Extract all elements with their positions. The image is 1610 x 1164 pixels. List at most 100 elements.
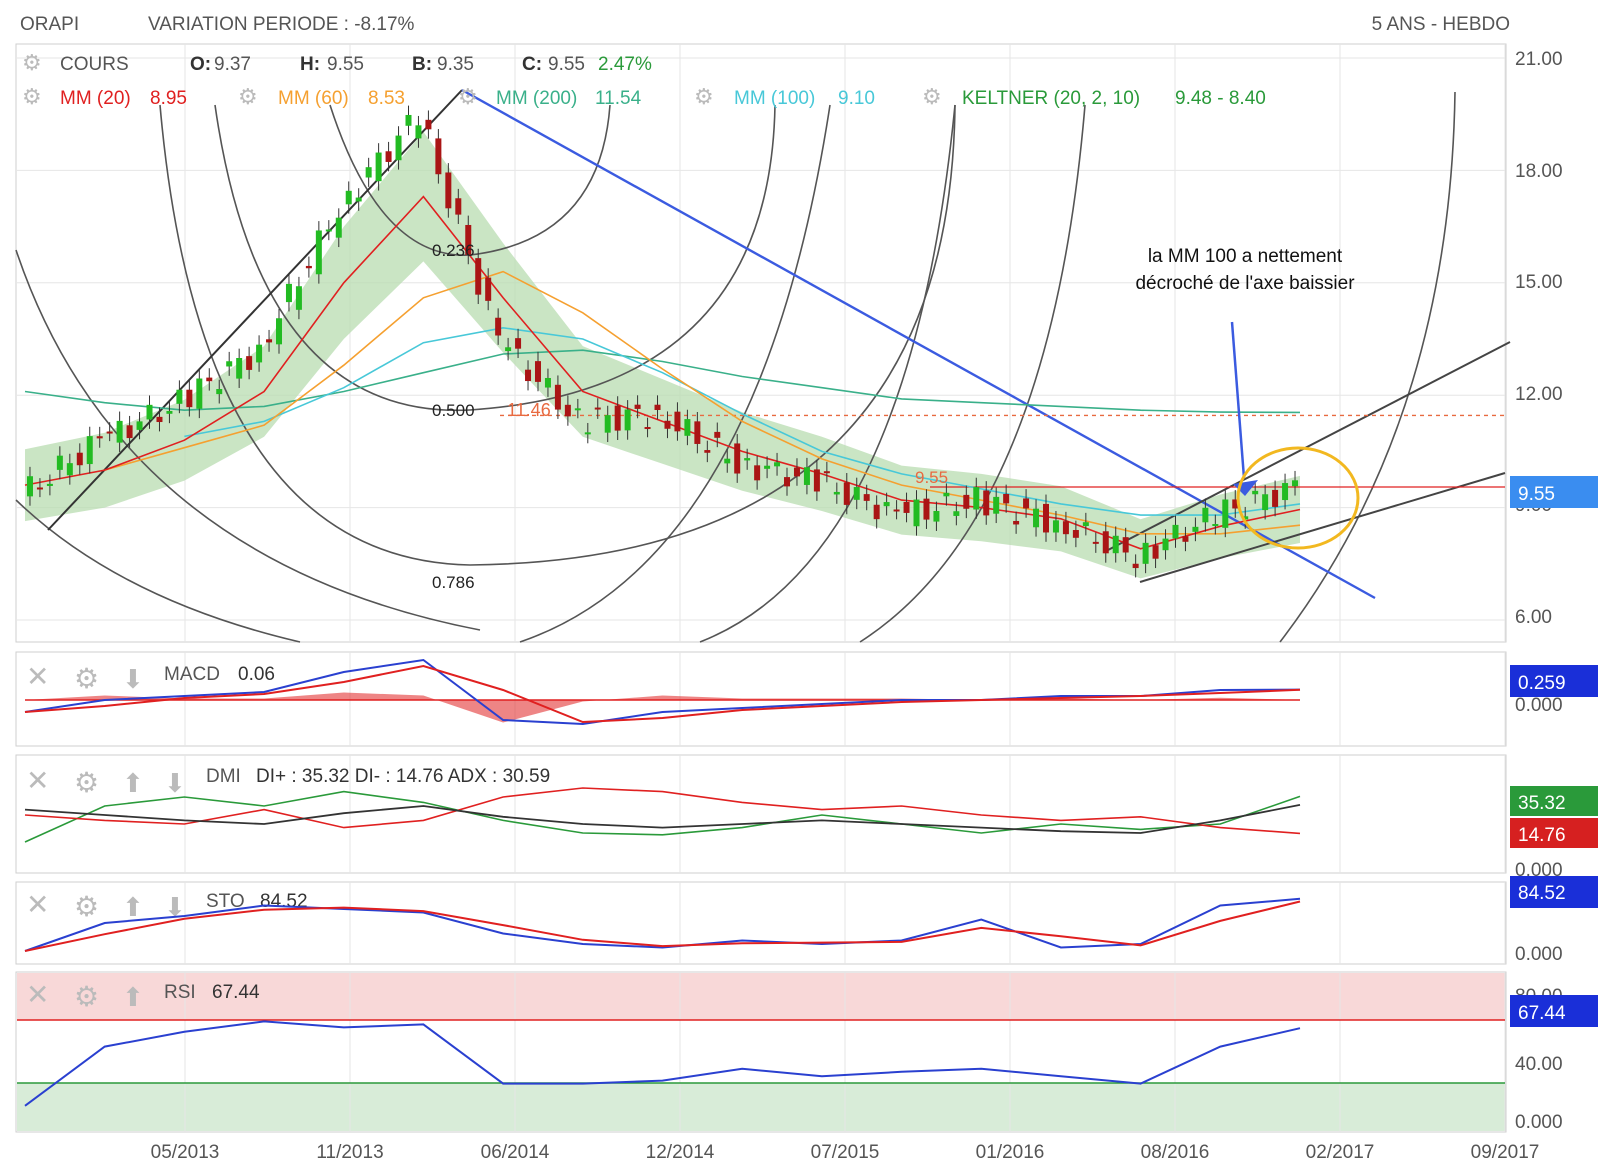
x-tick-label: 11/2013 <box>316 1142 383 1163</box>
price-tick: 12.00 <box>1515 384 1563 405</box>
candle-body <box>126 425 133 439</box>
candle-body <box>405 114 412 126</box>
fib-arc-r1 <box>519 104 831 643</box>
candle-body <box>913 499 920 527</box>
arrow-down-icon[interactable]: ⬇ <box>164 768 186 798</box>
period-text[interactable]: 5 ANS - HEBDO <box>1372 14 1510 35</box>
candle-body <box>774 462 781 467</box>
candle-body <box>1192 526 1199 532</box>
rsi-panel: ✕ ⚙ ⬆ RSI 67.44 0.000 40.00 80.00 67.44 <box>17 979 1598 1133</box>
legend-mm100-value: 9.10 <box>838 88 875 109</box>
candle-body <box>66 463 73 476</box>
mm60-line <box>104 270 1301 535</box>
legend-mm200-label: MM (200) <box>496 88 577 109</box>
annotation-line2: décroché de l'axe baissier <box>1135 273 1355 294</box>
candle-body <box>1222 499 1229 528</box>
candle-body <box>325 229 332 232</box>
candle-body <box>216 389 223 395</box>
candle-body <box>843 482 850 505</box>
legend-row-cours: ⚙ COURS O: 9.37 H: 9.55 B: 9.35 C: 9.55 … <box>22 50 652 75</box>
price-tick: 15.00 <box>1515 272 1563 293</box>
arrow-up-icon[interactable]: ⬆ <box>122 768 144 798</box>
close-icon[interactable]: ✕ <box>26 889 49 920</box>
annotation-arrow-shaft <box>1230 321 1246 479</box>
gear-icon[interactable]: ⚙ <box>74 767 99 798</box>
gear-icon[interactable]: ⚙ <box>458 84 478 109</box>
candle-body <box>435 138 442 175</box>
gear-icon[interactable]: ⚙ <box>922 84 942 109</box>
channel-upper <box>1107 341 1511 551</box>
rsi-overbought-zone <box>17 973 1505 1020</box>
arrow-up-icon[interactable]: ⬆ <box>122 892 144 922</box>
candle-body <box>823 471 830 474</box>
legend-mm200-value: 11.54 <box>595 88 642 109</box>
dmi-plus-line <box>24 790 1301 843</box>
candle-body <box>604 415 611 433</box>
candle-body <box>624 409 631 431</box>
legend-mm100-label: MM (100) <box>734 88 815 109</box>
fib-arc-0500 <box>214 104 776 412</box>
candle-body <box>1003 494 1010 504</box>
legend-mm20-value: 8.95 <box>150 88 187 109</box>
arrow-down-icon[interactable]: ⬇ <box>164 892 186 922</box>
dmi-plus-badge <box>1510 786 1598 816</box>
candle-body <box>166 410 173 414</box>
candle-body <box>196 378 203 409</box>
candle-body <box>375 152 382 182</box>
gear-icon[interactable]: ⚙ <box>694 84 714 109</box>
candle-body <box>1023 498 1030 509</box>
candle-body <box>883 502 890 507</box>
gear-icon[interactable]: ⚙ <box>238 84 258 109</box>
rsi-panel-frame <box>15 971 1507 1133</box>
candle-body <box>1292 480 1299 487</box>
gear-icon[interactable]: ⚙ <box>22 84 42 109</box>
close-icon[interactable]: ✕ <box>26 765 49 796</box>
sto-d-line <box>24 900 1301 952</box>
candle-body <box>813 469 820 492</box>
candle-body <box>36 487 43 490</box>
legend-o-value: 9.37 <box>214 54 251 75</box>
legend-h-label: H: <box>300 54 320 75</box>
price-panel-frame <box>15 43 1507 643</box>
candle-body <box>46 483 53 486</box>
candle-body <box>1042 503 1049 533</box>
candle-body <box>295 286 302 310</box>
candle-body <box>963 494 970 509</box>
mm20-line <box>24 195 1301 550</box>
candle-body <box>863 494 870 501</box>
rsi-label: RSI <box>164 982 196 1003</box>
fib-arc-outer-2 <box>15 499 301 643</box>
candle-body <box>614 405 621 431</box>
candle-body <box>764 465 771 469</box>
candle-body <box>973 487 980 510</box>
candle-body <box>136 421 143 430</box>
arrow-up-icon[interactable]: ⬆ <box>122 982 144 1012</box>
candle-body <box>1033 508 1040 528</box>
close-icon[interactable]: ✕ <box>26 661 49 692</box>
macd-badge <box>1510 665 1598 697</box>
candle-body <box>445 172 452 209</box>
candle-body <box>1102 531 1109 554</box>
legend-mm60-value: 8.53 <box>368 88 405 109</box>
candle-body <box>574 408 581 411</box>
candle-body <box>226 361 233 367</box>
macd-label: MACD <box>164 664 220 685</box>
gear-icon[interactable]: ⚙ <box>74 891 99 922</box>
legend-mm20-label: MM (20) <box>60 88 131 109</box>
legend-o-label: O: <box>190 54 211 75</box>
gear-icon[interactable]: ⚙ <box>74 981 99 1012</box>
candle-body <box>266 339 273 343</box>
candle-body <box>1162 538 1169 551</box>
price-badge <box>1510 476 1598 508</box>
fibonacci-arcs <box>15 91 1456 643</box>
candle-body <box>425 119 432 130</box>
candle-body <box>176 389 183 404</box>
arrow-down-icon[interactable]: ⬇ <box>122 664 144 694</box>
candle-body <box>953 511 960 516</box>
gear-icon[interactable]: ⚙ <box>22 50 42 75</box>
dmi-plus-badge-text: 35.32 <box>1518 793 1566 814</box>
close-icon[interactable]: ✕ <box>26 979 49 1010</box>
gear-icon[interactable]: ⚙ <box>74 663 99 694</box>
candle-body <box>714 431 721 438</box>
legend-c-value: 9.55 <box>548 54 585 75</box>
